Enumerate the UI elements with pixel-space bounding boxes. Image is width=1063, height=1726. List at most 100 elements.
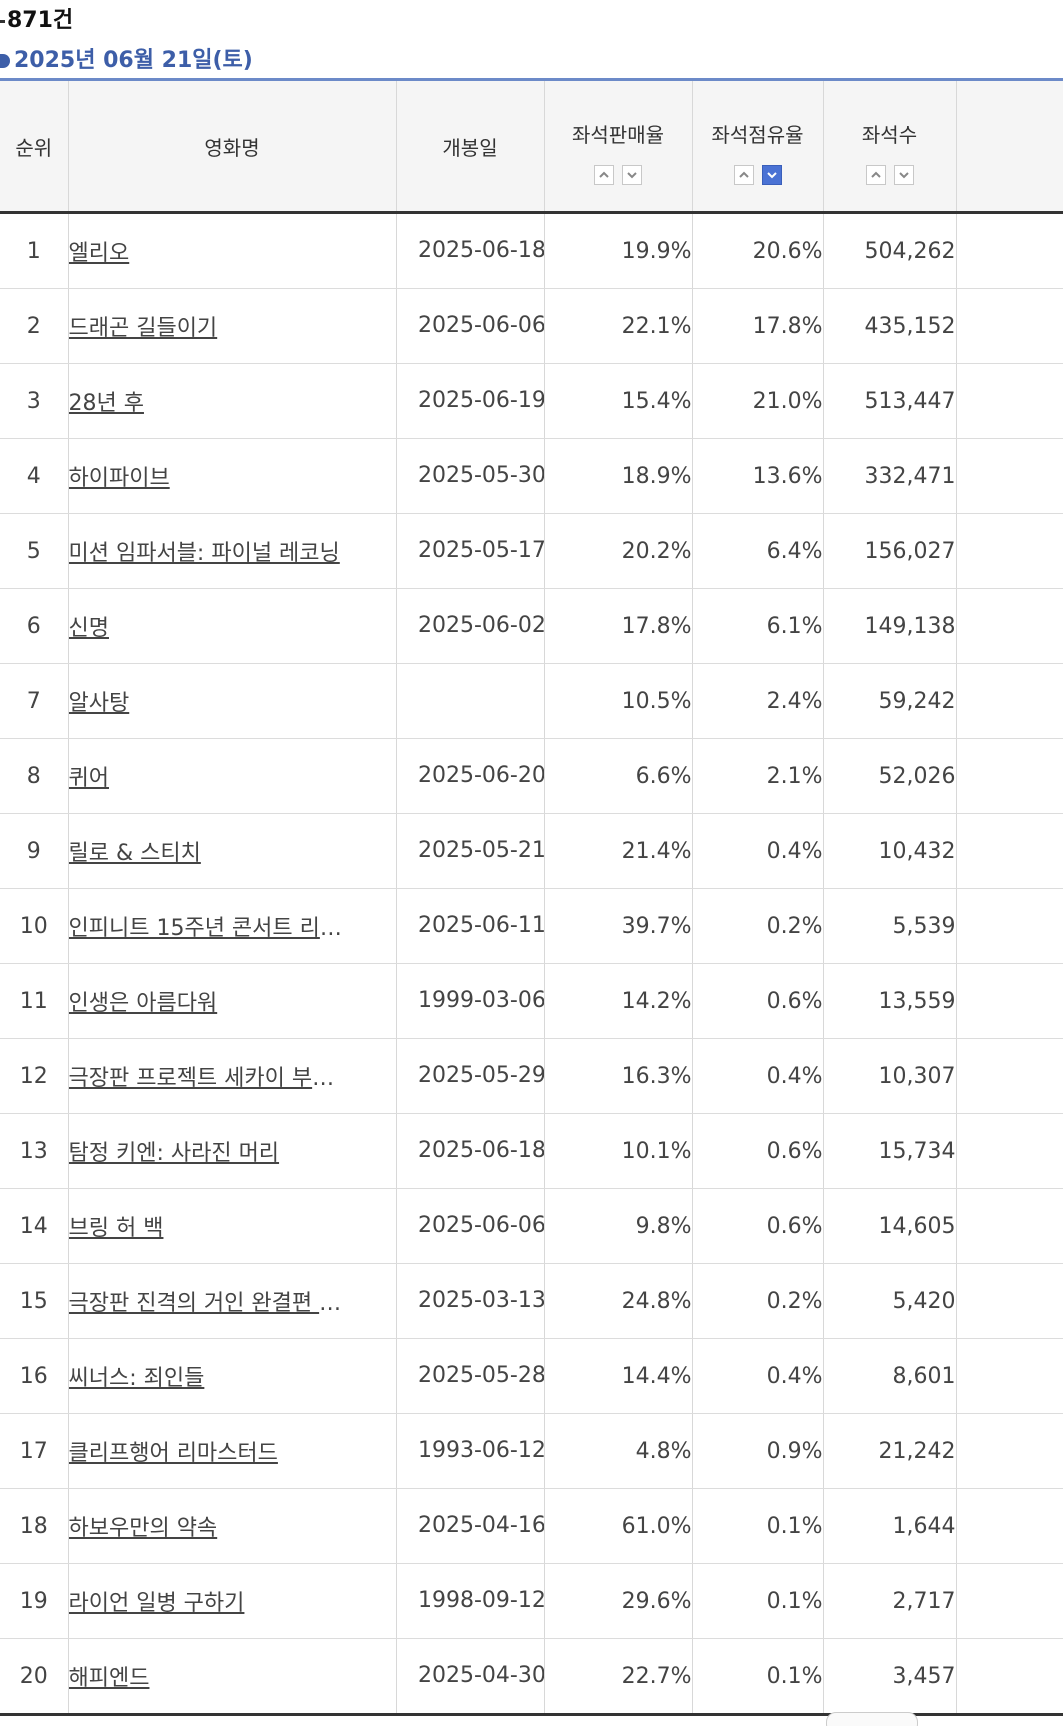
movie-title-link[interactable]: 하보우만의 약속 <box>68 1516 218 1541</box>
release-date-text: 2025-05-21 <box>418 838 544 863</box>
title-cell: 알사탕 <box>68 663 397 739</box>
movie-title-link[interactable]: 클리프행어 리마스터드 <box>68 1441 278 1466</box>
extra-cell <box>956 513 1063 589</box>
movie-title-link[interactable]: 인피니트 15주년 콘서트 리미티드 … <box>68 916 354 941</box>
seats-cell: 59,242 <box>823 663 957 739</box>
seat-share-cell: 0.4% <box>692 1338 824 1414</box>
movie-title-link[interactable]: 씨너스: 죄인들 <box>68 1366 205 1391</box>
rank-cell: 10 <box>0 888 69 964</box>
column-header-release-label: 개봉일 <box>442 135 498 160</box>
title-cell: 인생은 아름다워 <box>68 963 397 1039</box>
sort-asc-button[interactable] <box>865 165 886 185</box>
movie-title-link[interactable]: 알사탕 <box>68 691 130 716</box>
sort-desc-button[interactable] <box>893 165 914 185</box>
movie-title-link[interactable]: 브링 허 백 <box>68 1216 164 1241</box>
sort-desc-button[interactable] <box>622 165 642 185</box>
movie-title-link[interactable]: 해피엔드 <box>68 1666 150 1691</box>
seats-cell: 5,539 <box>823 888 957 964</box>
rank-cell: 3 <box>0 363 69 439</box>
movie-title-link[interactable]: 퀴어 <box>68 766 109 791</box>
movie-title-link[interactable]: 미션 임파서블: 파이널 레코닝 <box>68 541 340 566</box>
sales-ratio-cell: 9.8% <box>544 1188 693 1264</box>
release-date-text: 2025-05-30 <box>418 463 544 488</box>
seat-share-cell: 2.4% <box>692 663 824 739</box>
release-date-text: 2025-05-28 <box>418 1363 544 1388</box>
extra-cell <box>956 1038 1063 1114</box>
table-row: 4 하이파이브 2025-05-30 18.9% 13.6% 332,471 <box>0 438 1063 514</box>
movie-title-link[interactable]: 엘리오 <box>68 241 130 266</box>
movie-title-link[interactable]: 하이파이브 <box>68 466 170 491</box>
chevron-down-icon <box>627 172 637 179</box>
release-date-cell: 2025-06-19 <box>396 363 545 439</box>
table-row: 3 28년 후 2025-06-19 15.4% 21.0% 513,447 <box>0 363 1063 439</box>
release-date-text: 2025-06-19 <box>418 388 544 413</box>
seats-cell: 8,601 <box>823 1338 957 1414</box>
movie-title-link[interactable]: 28년 후 <box>68 391 144 416</box>
seat-share-cell: 17.8% <box>692 288 824 364</box>
chevron-down-icon <box>766 172 777 179</box>
movie-title-link[interactable]: 릴로 & 스티치 <box>68 841 201 866</box>
chevron-up-icon <box>870 171 881 178</box>
seats-cell: 3,457 <box>823 1638 957 1716</box>
chevron-up-icon <box>738 171 749 178</box>
title-cell: 하보우만의 약속 <box>68 1488 397 1564</box>
release-date-cell: 2025-06-06 <box>396 1188 545 1264</box>
release-date-text: 1993-06-12 <box>418 1438 544 1463</box>
seat-share-cell: 0.2% <box>692 888 824 964</box>
seat-share-cell: 21.0% <box>692 363 824 439</box>
release-date-text: 2025-05-29 <box>418 1063 544 1088</box>
seats-cell: 149,138 <box>823 588 957 664</box>
rank-cell: 17 <box>0 1413 69 1489</box>
release-date-cell: 2025-04-16 <box>396 1488 545 1564</box>
movie-title-link[interactable]: 라이언 일병 구하기 <box>68 1591 245 1616</box>
seats-cell: 13,559 <box>823 963 957 1039</box>
seats-cell: 332,471 <box>823 438 957 514</box>
table-row: 17 클리프행어 리마스터드 1993-06-12 4.8% 0.9% 21,242 <box>0 1413 1063 1489</box>
table-row: 19 라이언 일병 구하기 1998-09-12 29.6% 0.1% 2,717 <box>0 1563 1063 1639</box>
column-header-sales-ratio: 좌석판매율 <box>544 81 693 214</box>
extra-cell <box>956 1188 1063 1264</box>
column-header-seats: 좌석수 <box>823 81 957 214</box>
total-count: 871건 <box>0 2 73 33</box>
title-cell: 신명 <box>68 588 397 664</box>
table-row: 13 탐정 키엔: 사라진 머리 2025-06-18 10.1% 0.6% 15,734 <box>0 1113 1063 1189</box>
seats-cell: 5,420 <box>823 1263 957 1339</box>
release-date-cell: 1999-03-06 <box>396 963 545 1039</box>
seat-share-cell: 0.1% <box>692 1638 824 1716</box>
sales-ratio-cell: 17.8% <box>544 588 693 664</box>
seat-share-cell: 0.6% <box>692 1188 824 1264</box>
sales-ratio-cell: 20.2% <box>544 513 693 589</box>
sort-asc-button[interactable] <box>733 165 754 185</box>
column-header-seats-label: 좌석수 <box>861 122 918 147</box>
title-cell: 엘리오 <box>68 212 397 289</box>
sort-desc-button-active[interactable] <box>761 165 782 185</box>
movie-title-link[interactable]: 신명 <box>68 616 109 641</box>
movie-title-link[interactable]: 탐정 키엔: 사라진 머리 <box>68 1141 280 1166</box>
release-date-cell: 2025-06-11 <box>396 888 545 964</box>
sales-ratio-cell: 29.6% <box>544 1563 693 1639</box>
release-date-text: 2025-06-20 <box>418 763 544 788</box>
movie-title-link[interactable]: 인생은 아름다워 <box>68 991 218 1016</box>
movie-title-link[interactable]: 극장판 진격의 거인 완결편 더 라스… <box>68 1291 354 1316</box>
pagination-remnant[interactable] <box>826 1712 918 1726</box>
sort-asc-button[interactable] <box>594 165 614 185</box>
movie-title-link[interactable]: 드래곤 길들이기 <box>68 316 218 341</box>
extra-cell <box>956 963 1063 1039</box>
extra-cell <box>956 588 1063 664</box>
chevron-down-icon <box>898 172 909 179</box>
extra-cell <box>956 663 1063 739</box>
column-header-title: 영화명 <box>68 81 397 214</box>
seat-share-cell: 0.9% <box>692 1413 824 1489</box>
movie-title-link[interactable]: 극장판 프로젝트 세카이 부서진 세… <box>68 1066 354 1091</box>
extra-cell <box>956 888 1063 964</box>
release-date-cell: 1993-06-12 <box>396 1413 545 1489</box>
release-date-text: 2025-06-18 <box>418 1138 544 1163</box>
sales-ratio-cell: 21.4% <box>544 813 693 889</box>
release-date-text: 1998-09-12 <box>418 1588 544 1613</box>
rank-cell: 16 <box>0 1338 69 1414</box>
rank-cell: 9 <box>0 813 69 889</box>
table-row: 9 릴로 & 스티치 2025-05-21 21.4% 0.4% 10,432 <box>0 813 1063 889</box>
rank-cell: 2 <box>0 288 69 364</box>
